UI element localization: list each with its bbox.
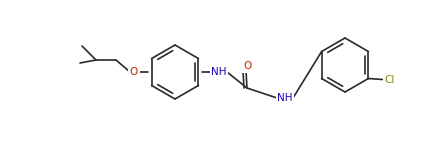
Text: NH: NH (277, 93, 293, 103)
Text: O: O (243, 61, 251, 71)
Text: O: O (130, 67, 138, 77)
Text: Cl: Cl (384, 75, 394, 84)
Text: NH: NH (211, 67, 227, 77)
